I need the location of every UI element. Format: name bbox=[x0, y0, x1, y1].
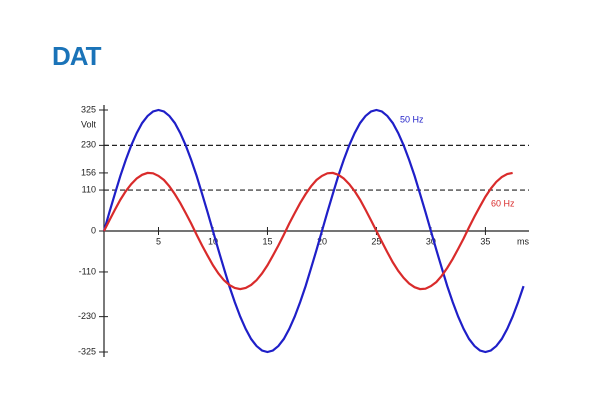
x-tick-label: 30 bbox=[426, 236, 436, 246]
y-tick-label: 110 bbox=[82, 184, 96, 194]
series-label: 50 Hz bbox=[400, 114, 424, 124]
x-axis-label: ms bbox=[517, 236, 529, 246]
x-tick-label: 25 bbox=[371, 236, 381, 246]
y-tick-label: 156 bbox=[81, 167, 96, 177]
line-series bbox=[103, 171, 513, 291]
y-tick-label: 325 bbox=[81, 104, 96, 114]
x-tick-label: 10 bbox=[208, 236, 218, 246]
x-tick-label: 35 bbox=[480, 236, 490, 246]
line-series bbox=[102, 108, 525, 354]
y-tick-label: -325 bbox=[78, 346, 96, 356]
y-tick-label: 0 bbox=[91, 225, 96, 235]
y-axis-label: Volt bbox=[81, 119, 97, 129]
y-tick-label: -230 bbox=[78, 311, 96, 321]
x-tick-label: 15 bbox=[262, 236, 272, 246]
series-label: 60 Hz bbox=[491, 198, 515, 208]
x-tick-label: 5 bbox=[156, 236, 161, 246]
y-tick-label: 230 bbox=[81, 140, 96, 150]
logo: DAT bbox=[52, 41, 102, 71]
x-tick-label: 20 bbox=[317, 236, 327, 246]
y-tick-label: -110 bbox=[79, 266, 96, 276]
